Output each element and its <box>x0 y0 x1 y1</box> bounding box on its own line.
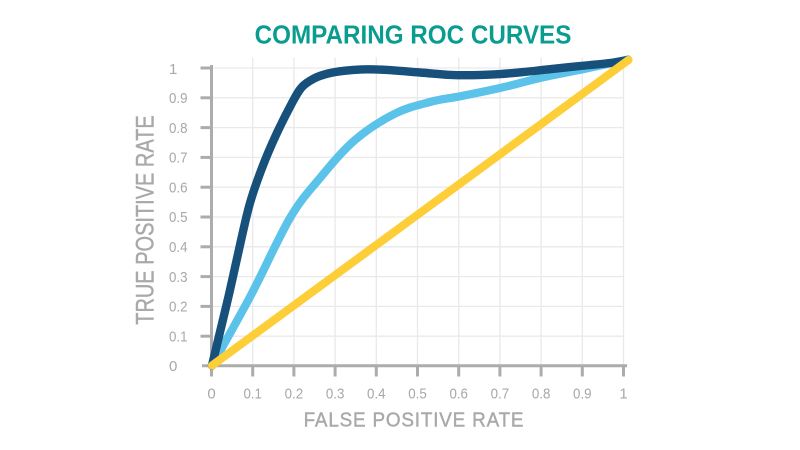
svg-text:0.7: 0.7 <box>491 385 510 402</box>
svg-text:0.8: 0.8 <box>169 120 188 137</box>
svg-text:1: 1 <box>619 385 627 402</box>
svg-text:0: 0 <box>207 385 215 402</box>
svg-text:0.3: 0.3 <box>169 269 188 286</box>
svg-text:0.5: 0.5 <box>169 209 188 226</box>
svg-text:0: 0 <box>169 358 177 375</box>
svg-text:0.7: 0.7 <box>169 150 188 167</box>
svg-text:0.4: 0.4 <box>169 239 188 256</box>
svg-text:0.3: 0.3 <box>326 385 345 402</box>
svg-text:FALSE POSITIVE RATE: FALSE POSITIVE RATE <box>304 409 525 432</box>
svg-text:0.6: 0.6 <box>449 385 468 402</box>
svg-text:0.9: 0.9 <box>573 385 592 402</box>
svg-text:COMPARING ROC CURVES: COMPARING ROC CURVES <box>255 21 572 50</box>
svg-text:0.1: 0.1 <box>169 328 188 345</box>
svg-text:0.2: 0.2 <box>285 385 304 402</box>
svg-text:0.1: 0.1 <box>243 385 262 402</box>
svg-text:0.9: 0.9 <box>169 90 188 107</box>
svg-text:0.2: 0.2 <box>169 299 188 316</box>
svg-text:0.4: 0.4 <box>367 385 386 402</box>
svg-text:0.8: 0.8 <box>532 385 551 402</box>
svg-text:0.6: 0.6 <box>169 179 188 196</box>
svg-text:0.5: 0.5 <box>408 385 427 402</box>
svg-text:1: 1 <box>169 61 177 78</box>
svg-text:TRUE POSITIVE RATE: TRUE POSITIVE RATE <box>131 115 159 325</box>
